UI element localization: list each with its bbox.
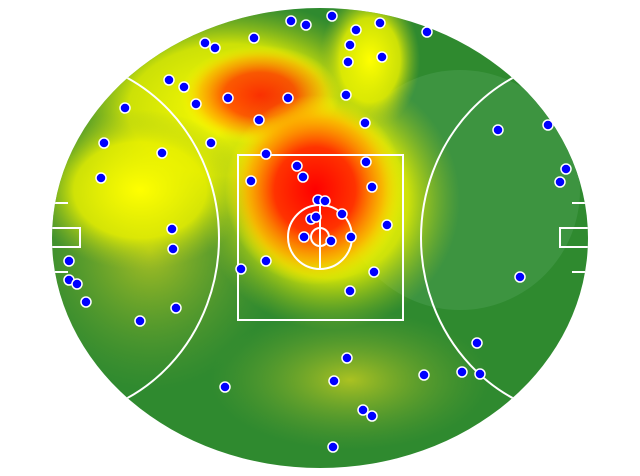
point bbox=[178, 81, 190, 93]
point bbox=[63, 255, 75, 267]
point bbox=[345, 231, 357, 243]
point bbox=[222, 92, 234, 104]
point bbox=[342, 56, 354, 68]
point bbox=[360, 156, 372, 168]
point bbox=[418, 369, 430, 381]
point bbox=[474, 368, 486, 380]
point bbox=[98, 137, 110, 149]
point bbox=[328, 375, 340, 387]
point bbox=[300, 19, 312, 31]
point bbox=[248, 32, 260, 44]
point bbox=[260, 255, 272, 267]
point bbox=[291, 160, 303, 172]
point bbox=[134, 315, 146, 327]
point bbox=[376, 51, 388, 63]
point bbox=[359, 117, 371, 129]
point bbox=[326, 10, 338, 22]
point bbox=[282, 92, 294, 104]
point bbox=[190, 98, 202, 110]
point bbox=[80, 296, 92, 308]
point bbox=[344, 285, 356, 297]
point bbox=[357, 404, 369, 416]
point bbox=[514, 271, 526, 283]
point bbox=[344, 39, 356, 51]
point bbox=[327, 441, 339, 453]
point bbox=[350, 24, 362, 36]
point bbox=[542, 119, 554, 131]
point bbox=[209, 42, 221, 54]
point bbox=[366, 181, 378, 193]
point bbox=[119, 102, 131, 114]
point bbox=[456, 366, 468, 378]
point bbox=[381, 219, 393, 231]
point bbox=[166, 223, 178, 235]
point bbox=[199, 37, 211, 49]
point bbox=[421, 26, 433, 38]
point bbox=[245, 175, 257, 187]
point bbox=[325, 235, 337, 247]
point bbox=[336, 208, 348, 220]
point bbox=[471, 337, 483, 349]
point bbox=[163, 74, 175, 86]
point bbox=[366, 410, 378, 422]
point bbox=[368, 266, 380, 278]
point bbox=[560, 163, 572, 175]
point bbox=[374, 17, 386, 29]
point bbox=[156, 147, 168, 159]
point bbox=[219, 381, 231, 393]
point bbox=[167, 243, 179, 255]
point bbox=[170, 302, 182, 314]
point bbox=[297, 171, 309, 183]
point bbox=[341, 352, 353, 364]
point bbox=[554, 176, 566, 188]
point bbox=[260, 148, 272, 160]
point bbox=[95, 172, 107, 184]
point bbox=[340, 89, 352, 101]
point bbox=[319, 195, 331, 207]
point bbox=[298, 231, 310, 243]
point bbox=[235, 263, 247, 275]
point bbox=[253, 114, 265, 126]
point bbox=[492, 124, 504, 136]
point bbox=[205, 137, 217, 149]
point bbox=[285, 15, 297, 27]
point bbox=[71, 278, 83, 290]
point bbox=[310, 211, 322, 223]
